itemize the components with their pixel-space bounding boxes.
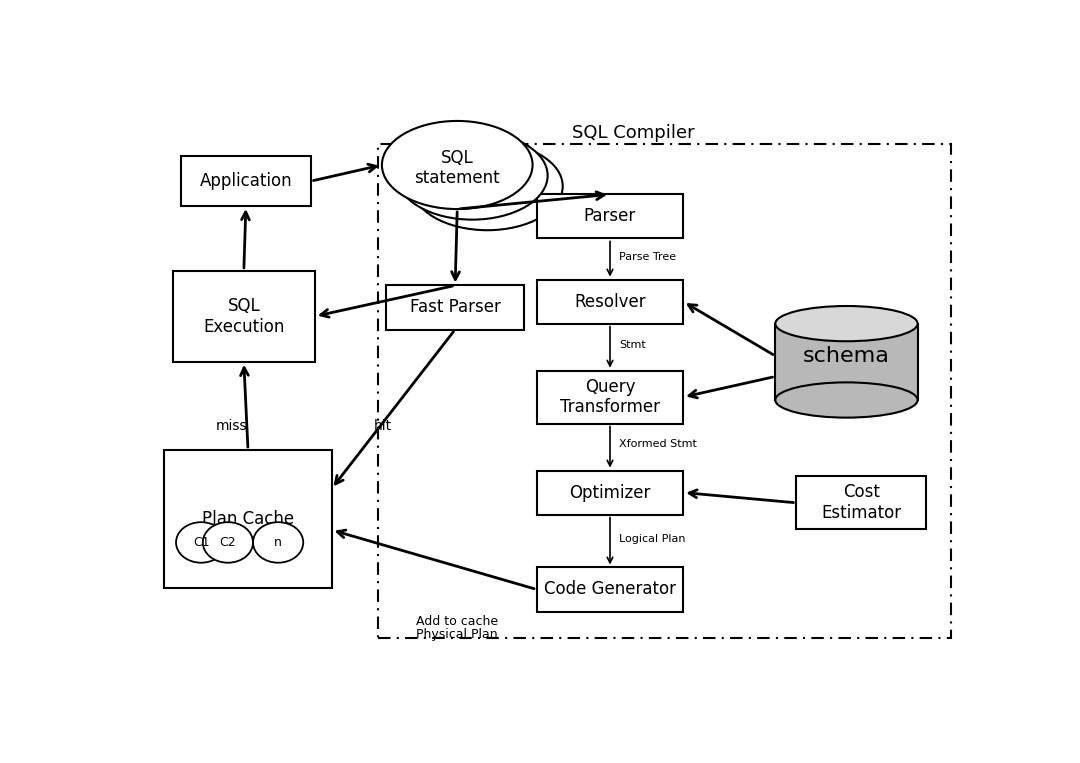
Text: Xformed Stmt: Xformed Stmt	[619, 439, 697, 449]
Text: Resolver: Resolver	[575, 292, 646, 311]
FancyBboxPatch shape	[796, 476, 926, 530]
FancyBboxPatch shape	[387, 285, 524, 330]
Text: miss: miss	[215, 420, 247, 433]
Text: Plan Cache: Plan Cache	[202, 510, 294, 528]
Ellipse shape	[203, 522, 253, 563]
Text: Parse Tree: Parse Tree	[619, 253, 676, 262]
Text: Stmt: Stmt	[619, 340, 646, 350]
Ellipse shape	[382, 121, 532, 209]
Text: C2: C2	[219, 536, 237, 549]
Text: Add to cache: Add to cache	[416, 615, 498, 628]
Ellipse shape	[253, 522, 303, 563]
FancyBboxPatch shape	[537, 195, 684, 238]
Ellipse shape	[413, 142, 563, 230]
Text: Cost
Estimator: Cost Estimator	[821, 484, 901, 522]
Text: schema: schema	[804, 346, 890, 366]
FancyBboxPatch shape	[775, 324, 918, 400]
FancyBboxPatch shape	[537, 568, 684, 611]
FancyBboxPatch shape	[537, 371, 684, 423]
Ellipse shape	[775, 306, 918, 341]
Text: SQL Compiler: SQL Compiler	[571, 124, 694, 142]
FancyBboxPatch shape	[181, 156, 311, 206]
Ellipse shape	[775, 382, 918, 417]
FancyBboxPatch shape	[537, 471, 684, 514]
Text: Fast Parser: Fast Parser	[409, 298, 501, 317]
Text: n: n	[274, 536, 282, 549]
Text: SQL
Execution: SQL Execution	[203, 297, 284, 336]
Text: C1: C1	[193, 536, 210, 549]
FancyBboxPatch shape	[173, 271, 315, 362]
FancyBboxPatch shape	[537, 279, 684, 324]
Text: Query
Transformer: Query Transformer	[561, 378, 660, 417]
Ellipse shape	[176, 522, 226, 563]
Text: SQL
statement: SQL statement	[415, 149, 500, 188]
Text: Application: Application	[200, 172, 293, 190]
Text: Logical Plan: Logical Plan	[619, 534, 686, 544]
FancyBboxPatch shape	[164, 450, 332, 588]
Text: Parser: Parser	[584, 208, 636, 225]
Text: Optimizer: Optimizer	[569, 484, 650, 501]
Ellipse shape	[397, 131, 548, 220]
Text: Physical Plan: Physical Plan	[417, 628, 498, 641]
Text: Code Generator: Code Generator	[544, 581, 676, 598]
Text: hit: hit	[374, 420, 392, 433]
